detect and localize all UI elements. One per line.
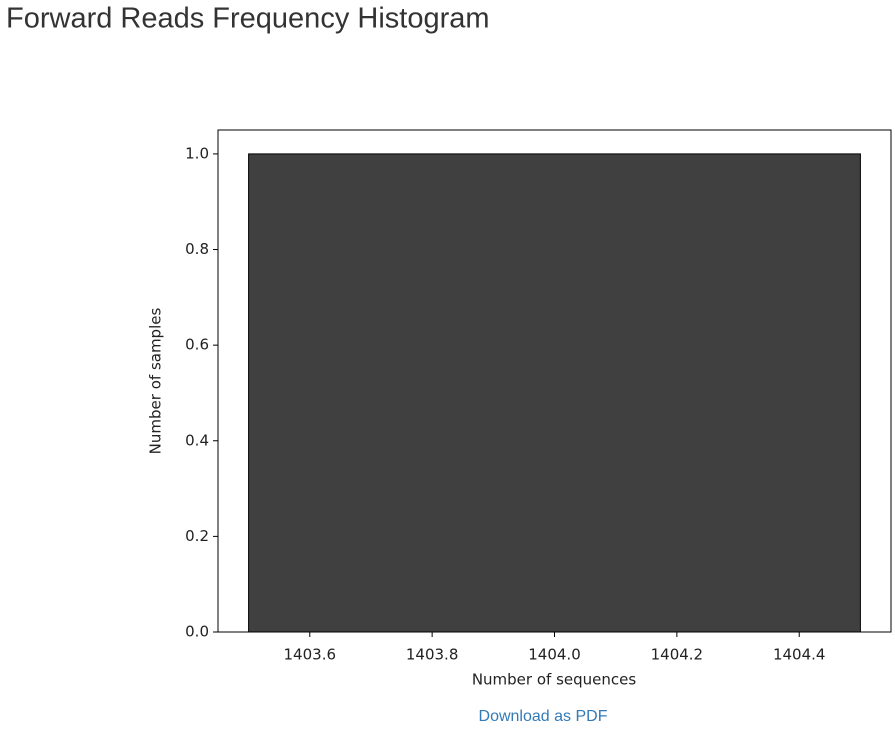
y-tick-label: 0.8	[185, 240, 209, 258]
y-tick-label: 0.2	[185, 527, 209, 545]
download-link[interactable]: Download as PDF	[479, 708, 608, 725]
y-tick-label: 0.6	[185, 336, 209, 354]
bar	[248, 153, 861, 633]
x-tick-label: 1403.6	[284, 646, 337, 664]
x-tick-label: 1404.2	[651, 646, 704, 664]
y-tick-label: 0.0	[185, 623, 209, 641]
x-tick-label: 1404.0	[528, 646, 581, 664]
y-tick-label: 1.0	[185, 144, 209, 162]
x-tick-label: 1403.8	[406, 646, 459, 664]
x-tick-label: 1404.4	[773, 646, 826, 664]
y-axis-label: Number of samples	[147, 308, 165, 455]
x-axis-label: Number of sequences	[472, 671, 637, 689]
y-tick-label: 0.4	[185, 431, 209, 449]
page-title: Forward Reads Frequency Histogram	[6, 3, 490, 35]
